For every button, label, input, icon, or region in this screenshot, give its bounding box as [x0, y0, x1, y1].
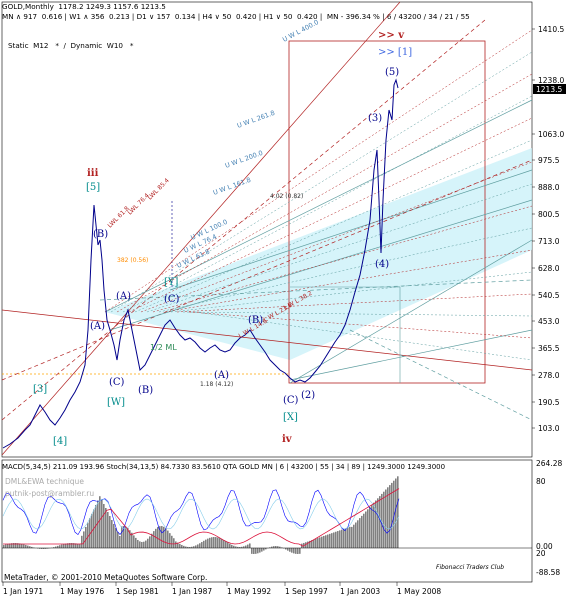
price-tick-label: 453.0	[538, 317, 560, 326]
wave-label-Y: [Y]	[164, 277, 179, 288]
time-tick-label: 1 Sep 1981	[116, 587, 159, 596]
wave-label-iv: iv	[282, 434, 293, 445]
wave-label-v: >> v	[378, 30, 405, 41]
stoch-signal-line	[2, 498, 400, 530]
price-tick-label: 1063.0	[538, 130, 564, 139]
wave-label-4: [4]	[53, 436, 67, 447]
time-tick-label: 1 May 2008	[397, 587, 441, 596]
wave-label-c5: (5)	[385, 67, 399, 78]
wave-label-5: [5]	[86, 182, 100, 193]
wave-label-W: [W]	[107, 397, 125, 408]
wave-label-A3: (A)	[214, 370, 229, 381]
indicator-tick-label: -88.58	[536, 568, 560, 577]
price-tick-label: 1410.5	[538, 25, 564, 34]
club-label: Fibonacci Traders Club	[436, 564, 504, 571]
wave-labels: iii iv >> v [5] [3] [4] [W] [X] [Y] >> […	[33, 30, 412, 447]
uwl-label: U W L 200.0	[224, 149, 264, 170]
wave-label-A1: (A)	[90, 321, 105, 332]
wave-label-C2: (C)	[164, 294, 180, 305]
fib-label-118: 1.18 (4.12)	[200, 381, 233, 388]
gold-price-series	[2, 78, 399, 449]
wave-label-c2: (2)	[301, 390, 315, 401]
chart-header-line2: MN ∧ 917 0.616 | W1 ∧ 356 0.213 | D1 ∨ 1…	[2, 12, 470, 21]
wave-label-B1: (B)	[93, 229, 108, 240]
lwl-label: LWL 85.4	[146, 177, 170, 201]
indicator-header: MACD(5,34,5) 211.09 193.96 Stoch(34,13,5…	[2, 463, 445, 471]
wave-label-top1: >> [1]	[378, 47, 412, 58]
price-axis: 1410.5 1238.0 1063.0 975.5 888.0 800.5 713.0 62…	[532, 25, 564, 433]
wave-label-C1: (C)	[109, 377, 125, 388]
fibonacci-fan-lines	[1, 1, 533, 456]
uwl-label: U W L 261.8	[236, 109, 276, 130]
price-tick-label: 540.5	[538, 291, 560, 300]
target-box	[288, 40, 486, 384]
indicator-tick-label: 264.28	[536, 459, 562, 468]
indicator-email: putnik-post@rambler.ru	[5, 489, 94, 498]
uwl-label: U W L 400.0	[281, 18, 320, 44]
time-tick-label: 1 May 1976	[60, 587, 104, 596]
wave-label-B2: (B)	[138, 385, 153, 396]
indicator-frame	[1, 459, 533, 583]
indicator-tech-label: DML&EWA technique	[5, 477, 84, 486]
price-tick-label: 628.0	[538, 264, 560, 273]
wave-label-C3: (C)	[283, 395, 299, 406]
copyright-footer: MetaTrader, © 2001-2010 MetaQuotes Softw…	[4, 573, 207, 582]
fib-label-402: 4.02 (0.82)	[270, 193, 303, 200]
chart-header-line1: GOLD,Monthly 1178.2 1249.3 1157.6 1213.5	[2, 2, 166, 11]
price-tick-label: 975.5	[538, 156, 560, 165]
price-tick-label: 365.5	[538, 344, 560, 353]
time-axis: 1 Jan 1971 1 May 1976 1 Sep 1981 1 Jan 1987…	[2, 582, 441, 596]
macd-histogram	[3, 476, 399, 554]
wave-label-X: [X]	[283, 412, 298, 423]
macd-signal-line	[3, 488, 400, 547]
wave-label-3: [3]	[33, 384, 47, 395]
fib-label-382: 382 (0.56)	[117, 257, 148, 264]
time-tick-label: 1 Sep 1997	[285, 587, 328, 596]
time-tick-label: 1 Jan 2003	[340, 587, 380, 596]
wave-label-c3: (3)	[368, 113, 382, 124]
price-tick-label: 800.5	[538, 210, 560, 219]
price-tick-label: 278.0	[538, 371, 560, 380]
wave-label-A2: (A)	[116, 291, 131, 302]
wave-label-c4: (4)	[375, 259, 389, 270]
price-tick-label: 1238.0	[538, 76, 564, 85]
lwl-label: LWL 61.8	[106, 205, 130, 229]
indicator-tick-label: 0.00	[536, 542, 553, 551]
price-tick-label: 888.0	[538, 183, 560, 192]
stoch-main-line	[2, 489, 400, 536]
current-price-marker	[533, 84, 566, 94]
cyan-fan-band	[105, 148, 532, 360]
time-tick-label: 1 May 1992	[227, 587, 271, 596]
indicator-tick-label: 80	[536, 477, 546, 486]
price-tick-label: 190.5	[538, 398, 560, 407]
price-tick-label: 713.0	[538, 237, 560, 246]
time-tick-label: 1 Jan 1971	[3, 587, 43, 596]
time-tick-label: 1 Jan 1987	[172, 587, 212, 596]
wave-label-B3: (B)	[248, 315, 263, 326]
indicator-tick-label: 20	[536, 549, 546, 558]
median-line-label: 1/2 ML	[150, 343, 177, 352]
wave-label-iii: iii	[87, 168, 99, 179]
current-price-label: 1213.5	[536, 85, 562, 94]
chart-header-line3: Static M12 * / Dynamic W10 *	[8, 41, 134, 50]
price-tick-label: 103.0	[538, 424, 560, 433]
